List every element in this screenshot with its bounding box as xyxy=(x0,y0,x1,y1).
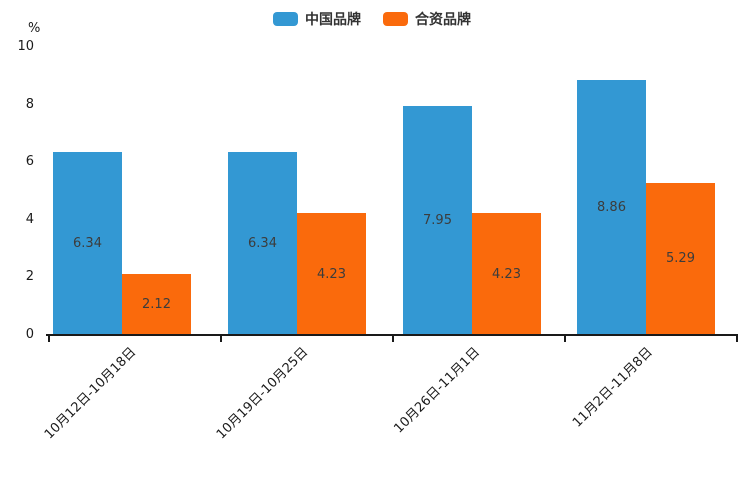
y-tick-label: 8 xyxy=(25,96,34,112)
bar-joint-venture-brand: 5.29 xyxy=(646,182,715,335)
x-axis-tick xyxy=(48,336,50,342)
y-tick-label: 2 xyxy=(25,269,34,285)
bar-value-label: 6.34 xyxy=(73,236,102,252)
legend-item-china-brand[interactable]: 中国品牌 xyxy=(273,9,361,29)
x-tick-label: 10月19日-10月25日 xyxy=(213,344,312,443)
x-axis-tick xyxy=(392,336,394,342)
legend-item-label: 合资品牌 xyxy=(415,12,471,28)
x-axis-tick xyxy=(220,336,222,342)
x-axis-line xyxy=(46,334,738,336)
legend: 中国品牌 合资品牌 xyxy=(0,9,744,29)
x-tick-label: 10月12日-10月18日 xyxy=(41,344,140,443)
bar-china-brand: 6.34 xyxy=(228,152,297,335)
legend-item-joint-venture-brand[interactable]: 合资品牌 xyxy=(383,9,471,29)
bar-china-brand: 8.86 xyxy=(577,79,646,335)
legend-item-label: 中国品牌 xyxy=(305,12,361,28)
legend-swatch-icon xyxy=(383,12,408,26)
x-axis-tick xyxy=(564,336,566,342)
bar-value-label: 4.23 xyxy=(492,266,521,282)
bar-value-label: 2.12 xyxy=(142,296,171,312)
bar-value-label: 6.34 xyxy=(248,236,277,252)
y-tick-label: 6 xyxy=(25,154,34,170)
y-tick-label: 0 xyxy=(25,327,34,342)
y-tick-label: 4 xyxy=(25,211,34,227)
x-tick-label: 11月2日-11月8日 xyxy=(569,344,656,431)
x-axis-tick xyxy=(736,336,738,342)
bar-joint-venture-brand: 2.12 xyxy=(122,273,191,335)
bar-joint-venture-brand: 4.23 xyxy=(472,213,541,335)
bar-china-brand: 7.95 xyxy=(403,106,472,335)
bar-value-label: 4.23 xyxy=(317,266,346,282)
legend-swatch-icon xyxy=(273,12,298,26)
y-axis-unit-label: % xyxy=(28,21,41,36)
x-tick-label: 10月26日-11月1日 xyxy=(391,344,484,437)
y-tick-label: 10 xyxy=(17,39,34,54)
bar-value-label: 5.29 xyxy=(666,251,695,267)
bar-china-brand: 6.34 xyxy=(53,152,122,335)
bar-joint-venture-brand: 4.23 xyxy=(297,213,366,335)
bar-value-label: 8.86 xyxy=(597,199,626,215)
bar-value-label: 7.95 xyxy=(423,213,452,228)
